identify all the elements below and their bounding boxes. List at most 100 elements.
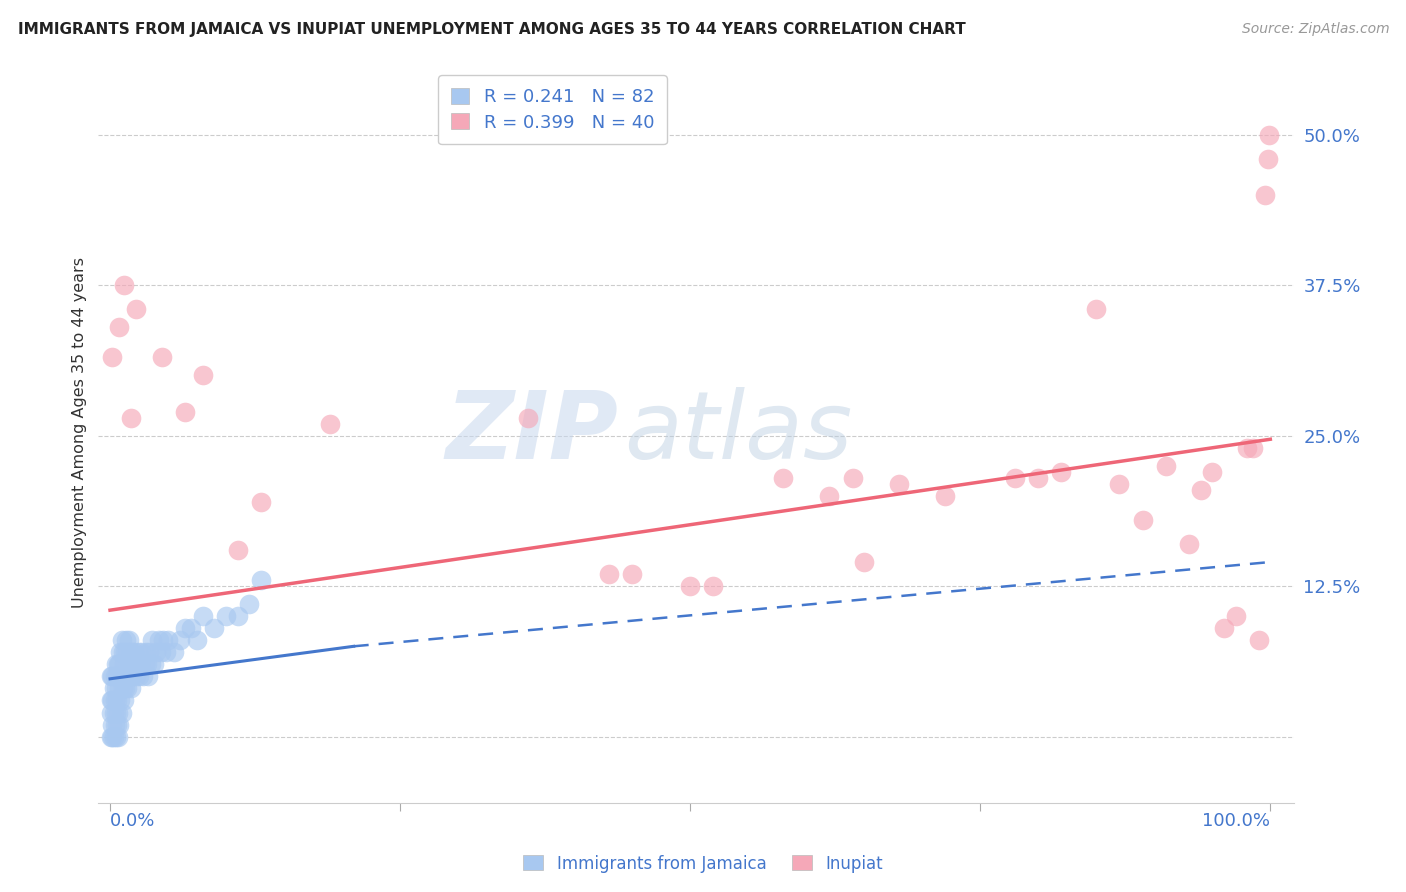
Text: Source: ZipAtlas.com: Source: ZipAtlas.com — [1241, 22, 1389, 37]
Point — [1236, 441, 1258, 455]
Point — [117, 633, 139, 648]
Point — [101, 717, 124, 731]
Point — [104, 669, 127, 683]
Point — [516, 410, 538, 425]
Point — [125, 657, 148, 672]
Point — [169, 633, 191, 648]
Point — [124, 669, 146, 683]
Point — [1189, 483, 1212, 497]
Point — [108, 320, 131, 334]
Point — [191, 609, 214, 624]
Point — [139, 657, 162, 672]
Point — [1247, 633, 1270, 648]
Point — [101, 730, 124, 744]
Point — [104, 717, 127, 731]
Point — [174, 621, 197, 635]
Point — [887, 476, 910, 491]
Point — [163, 645, 186, 659]
Point — [120, 681, 142, 696]
Point — [110, 645, 132, 659]
Point — [1026, 471, 1049, 485]
Point — [120, 410, 142, 425]
Point — [105, 717, 128, 731]
Point — [841, 471, 863, 485]
Text: IMMIGRANTS FROM JAMAICA VS INUPIAT UNEMPLOYMENT AMONG AGES 35 TO 44 YEARS CORREL: IMMIGRANTS FROM JAMAICA VS INUPIAT UNEMP… — [18, 22, 966, 37]
Point — [1253, 187, 1275, 202]
Point — [155, 645, 177, 659]
Point — [100, 669, 122, 683]
Point — [117, 681, 139, 696]
Point — [112, 278, 135, 293]
Point — [121, 669, 143, 683]
Point — [129, 657, 152, 672]
Point — [111, 645, 134, 659]
Point — [238, 597, 260, 611]
Point — [1257, 152, 1279, 166]
Point — [103, 730, 125, 744]
Point — [226, 609, 249, 624]
Point — [702, 579, 724, 593]
Point — [117, 669, 139, 683]
Point — [128, 669, 150, 683]
Point — [100, 693, 122, 707]
Point — [180, 621, 202, 635]
Point — [103, 681, 125, 696]
Point — [111, 681, 134, 696]
Point — [1178, 537, 1201, 551]
Point — [148, 633, 170, 648]
Point — [215, 609, 238, 624]
Point — [104, 730, 127, 744]
Legend: Immigrants from Jamaica, Inupiat: Immigrants from Jamaica, Inupiat — [517, 848, 889, 880]
Point — [186, 633, 208, 648]
Text: ZIP: ZIP — [446, 386, 619, 479]
Point — [621, 567, 644, 582]
Point — [679, 579, 702, 593]
Point — [152, 633, 174, 648]
Point — [1225, 609, 1247, 624]
Point — [598, 567, 620, 582]
Point — [1241, 441, 1264, 455]
Point — [101, 669, 124, 683]
Point — [104, 657, 127, 672]
Point — [124, 645, 146, 659]
Point — [150, 351, 173, 365]
Point — [174, 404, 197, 418]
Point — [112, 693, 135, 707]
Point — [138, 645, 160, 659]
Point — [124, 302, 146, 317]
Point — [141, 633, 163, 648]
Point — [853, 555, 876, 569]
Text: atlas: atlas — [624, 387, 852, 478]
Point — [1004, 471, 1026, 485]
Point — [934, 489, 956, 503]
Point — [104, 681, 127, 696]
Point — [117, 645, 139, 659]
Point — [115, 633, 138, 648]
Point — [131, 645, 153, 659]
Point — [1132, 513, 1154, 527]
Point — [1050, 465, 1073, 479]
Point — [136, 669, 159, 683]
Point — [127, 645, 149, 659]
Point — [107, 706, 129, 720]
Point — [101, 351, 124, 365]
Point — [204, 621, 226, 635]
Legend: R = 0.241   N = 82, R = 0.399   N = 40: R = 0.241 N = 82, R = 0.399 N = 40 — [439, 75, 666, 145]
Point — [143, 657, 166, 672]
Point — [818, 489, 841, 503]
Y-axis label: Unemployment Among Ages 35 to 44 years: Unemployment Among Ages 35 to 44 years — [72, 257, 87, 608]
Point — [105, 669, 128, 683]
Point — [114, 645, 136, 659]
Point — [118, 657, 141, 672]
Point — [114, 681, 136, 696]
Point — [112, 657, 135, 672]
Point — [226, 543, 249, 558]
Text: 100.0%: 100.0% — [1202, 813, 1270, 830]
Point — [120, 645, 142, 659]
Point — [134, 657, 156, 672]
Point — [150, 645, 173, 659]
Point — [105, 693, 128, 707]
Point — [108, 681, 131, 696]
Point — [1085, 302, 1108, 317]
Point — [1154, 458, 1177, 473]
